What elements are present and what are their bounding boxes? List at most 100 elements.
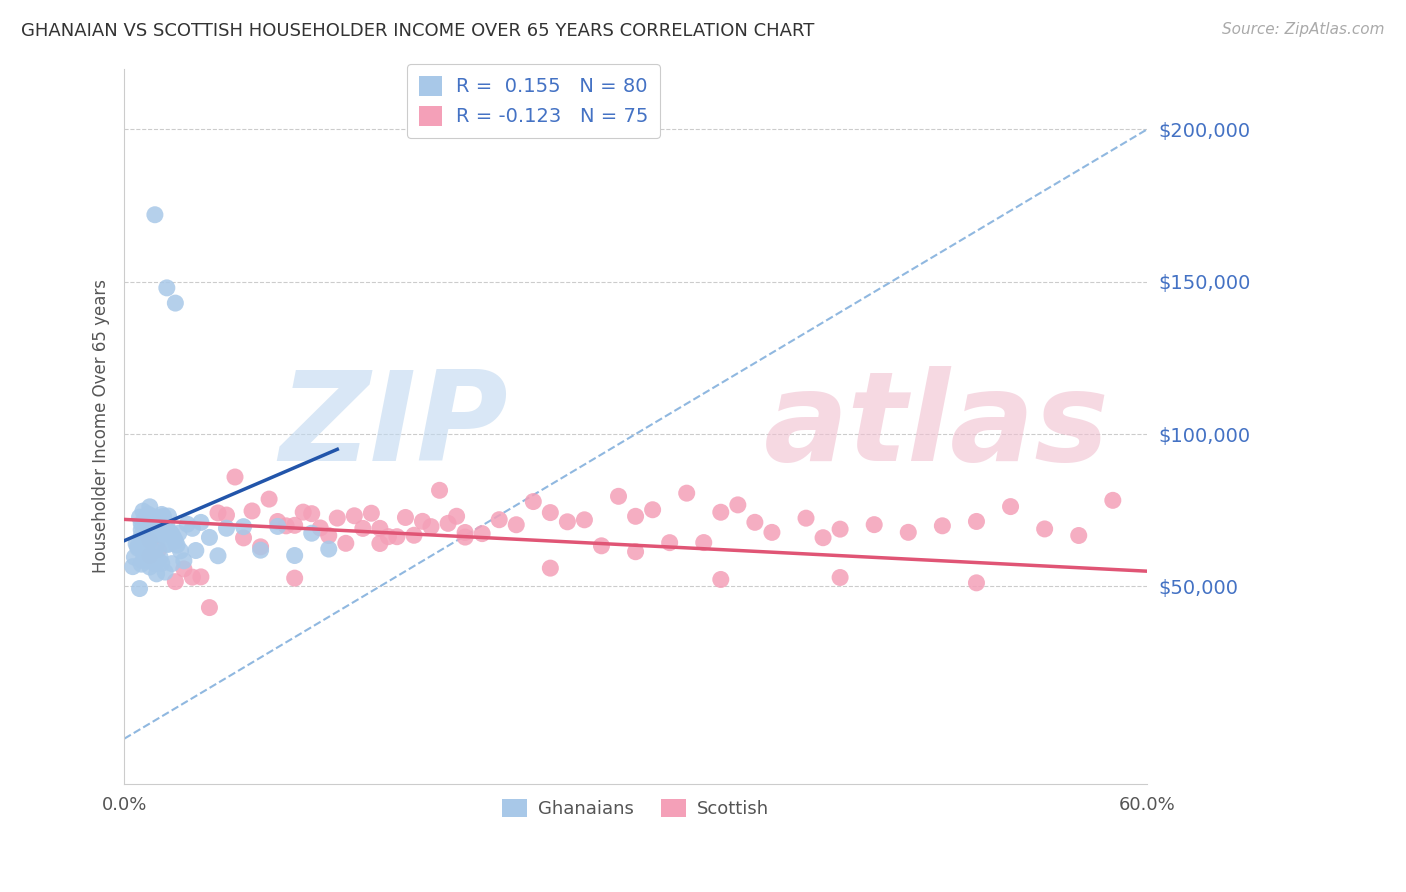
- Point: [224, 470, 246, 484]
- Point: [591, 539, 613, 553]
- Point: [352, 521, 374, 535]
- Point: [132, 504, 155, 518]
- Point: [522, 494, 544, 508]
- Point: [965, 575, 987, 590]
- Point: [538, 506, 561, 520]
- Point: [207, 506, 229, 520]
- Point: [292, 505, 315, 519]
- Point: [557, 515, 579, 529]
- Point: [135, 525, 157, 540]
- Point: [343, 508, 366, 523]
- Point: [139, 549, 162, 563]
- Point: [163, 531, 186, 545]
- Point: [377, 530, 399, 544]
- Point: [301, 526, 323, 541]
- Point: [165, 533, 187, 548]
- Point: [153, 522, 176, 536]
- Point: [318, 542, 340, 557]
- Point: [157, 537, 180, 551]
- Point: [693, 535, 716, 549]
- Point: [641, 502, 664, 516]
- Point: [207, 549, 229, 563]
- Point: [143, 208, 166, 222]
- Point: [215, 508, 238, 522]
- Point: [150, 524, 173, 539]
- Point: [309, 521, 332, 535]
- Point: [257, 492, 280, 507]
- Point: [284, 518, 307, 533]
- Point: [148, 511, 170, 525]
- Point: [429, 483, 451, 498]
- Point: [1000, 500, 1022, 514]
- Point: [128, 582, 150, 596]
- Point: [142, 518, 165, 533]
- Point: [148, 542, 170, 557]
- Point: [127, 541, 149, 555]
- Point: [190, 570, 212, 584]
- Point: [139, 533, 162, 547]
- Point: [135, 541, 157, 556]
- Point: [437, 516, 460, 531]
- Point: [301, 507, 323, 521]
- Point: [150, 508, 173, 522]
- Point: [607, 489, 630, 503]
- Y-axis label: Householder Income Over 65 years: Householder Income Over 65 years: [93, 279, 110, 574]
- Point: [132, 542, 155, 557]
- Point: [141, 554, 163, 568]
- Point: [190, 516, 212, 530]
- Point: [139, 533, 162, 548]
- Point: [141, 527, 163, 541]
- Text: GHANAIAN VS SCOTTISH HOUSEHOLDER INCOME OVER 65 YEARS CORRELATION CHART: GHANAIAN VS SCOTTISH HOUSEHOLDER INCOME …: [21, 22, 814, 40]
- Point: [624, 509, 647, 524]
- Point: [149, 549, 172, 564]
- Point: [198, 530, 221, 544]
- Point: [153, 565, 176, 579]
- Text: atlas: atlas: [763, 366, 1109, 487]
- Point: [127, 539, 149, 553]
- Point: [471, 526, 494, 541]
- Point: [761, 525, 783, 540]
- Point: [152, 509, 174, 524]
- Point: [420, 519, 443, 533]
- Point: [148, 527, 170, 541]
- Point: [284, 571, 307, 585]
- Point: [128, 510, 150, 524]
- Point: [142, 509, 165, 524]
- Point: [446, 509, 468, 524]
- Point: [134, 512, 156, 526]
- Point: [931, 518, 953, 533]
- Point: [148, 553, 170, 567]
- Point: [129, 516, 152, 531]
- Point: [360, 506, 382, 520]
- Text: ZIP: ZIP: [278, 366, 508, 487]
- Point: [167, 526, 190, 541]
- Point: [505, 517, 527, 532]
- Point: [710, 573, 733, 587]
- Point: [173, 554, 195, 568]
- Point: [675, 486, 697, 500]
- Point: [402, 528, 425, 542]
- Point: [488, 513, 510, 527]
- Point: [136, 526, 159, 541]
- Point: [181, 521, 204, 535]
- Point: [658, 535, 681, 549]
- Point: [710, 505, 733, 519]
- Point: [145, 537, 167, 551]
- Point: [136, 512, 159, 526]
- Point: [744, 516, 766, 530]
- Point: [232, 531, 254, 545]
- Point: [830, 522, 852, 536]
- Point: [266, 515, 288, 529]
- Point: [156, 518, 179, 533]
- Point: [173, 562, 195, 576]
- Point: [240, 504, 263, 518]
- Point: [727, 498, 749, 512]
- Point: [198, 600, 221, 615]
- Point: [124, 550, 146, 565]
- Point: [394, 510, 416, 524]
- Point: [794, 511, 817, 525]
- Point: [412, 514, 434, 528]
- Point: [215, 521, 238, 535]
- Point: [249, 543, 271, 558]
- Point: [165, 574, 187, 589]
